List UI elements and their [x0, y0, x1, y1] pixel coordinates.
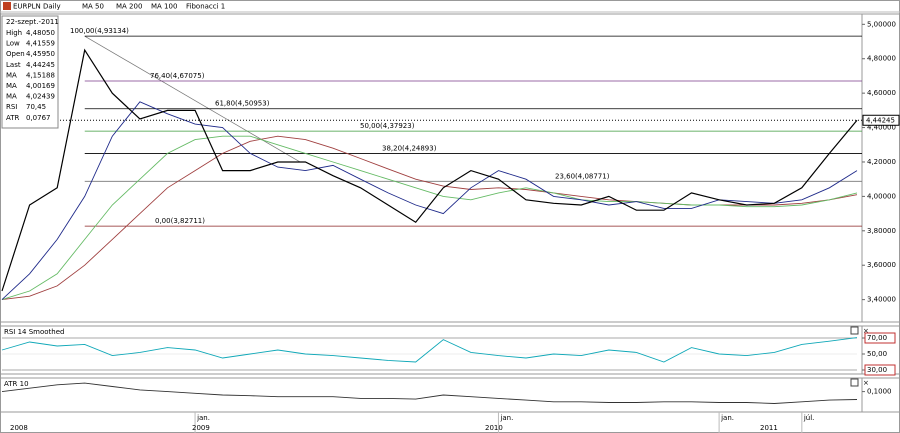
fib-label: 61,80(4,50953) — [215, 100, 270, 108]
info-label: MA — [6, 82, 17, 90]
series-line — [1, 382, 858, 404]
series-line — [1, 337, 858, 363]
y-tick-label: 5,00000 — [867, 20, 896, 28]
y-tick-label: 4,80000 — [867, 55, 896, 63]
info-value: 4,00169 — [26, 82, 55, 90]
panel-close[interactable]: × — [863, 327, 869, 335]
year-label: 2009 — [192, 424, 210, 432]
indicator-ma100[interactable]: MA 100 — [151, 3, 177, 11]
x-tick-label: júl. — [803, 414, 815, 422]
series-line — [1, 135, 858, 301]
y-tick-label: 4,20000 — [867, 158, 896, 166]
y-tick-label: 3,80000 — [867, 227, 896, 235]
rsi-level-box — [864, 332, 896, 344]
x-tick-label: jan. — [720, 414, 734, 422]
info-value: 70,45 — [26, 103, 46, 111]
panel-button[interactable] — [850, 378, 859, 387]
y-tick-label: 3,40000 — [867, 296, 896, 304]
fib-label: 100,00(4,93134) — [70, 27, 129, 35]
info-label: High — [6, 29, 22, 37]
series-line — [1, 48, 858, 292]
instrument-name[interactable]: EURPLN Daily — [13, 3, 61, 11]
x-tick-label: jan. — [196, 414, 210, 422]
info-box-bg — [1, 15, 59, 129]
rsi-level-box — [864, 364, 896, 376]
info-value: 4,45950 — [26, 50, 55, 58]
year-label: 2010 — [485, 424, 503, 432]
fib-label: 23,60(4,08771) — [555, 172, 610, 180]
y-tick-label: 3,60000 — [867, 261, 896, 269]
panel-button[interactable] — [850, 326, 859, 335]
info-value: 4,48050 — [26, 29, 55, 37]
y-tick-label: 50,00 — [867, 350, 887, 358]
info-label: Low — [6, 40, 20, 48]
y-tick-label: 4,40000 — [867, 124, 896, 132]
fib-label: 0,00(3,82711) — [155, 217, 205, 225]
last-price-label: 4,44245 — [866, 116, 895, 124]
indicator-ma200[interactable]: MA 200 — [116, 3, 142, 11]
info-label: Last — [6, 61, 21, 69]
fib-label: 50,00(4,37923) — [360, 122, 415, 130]
year-label: 2008 — [10, 424, 28, 432]
info-value: 4,41559 — [26, 40, 55, 48]
info-label: ATR — [6, 114, 20, 122]
last-price-box — [862, 114, 900, 126]
info-value: 4,15188 — [26, 71, 55, 79]
instrument-icon — [3, 2, 11, 10]
info-label: MA — [6, 71, 17, 79]
info-label: Open — [6, 50, 25, 58]
info-value: 4,02439 — [26, 93, 55, 101]
panel-title: RSI 14 Smoothed — [4, 328, 65, 336]
y-tick-label: 30,00 — [867, 366, 887, 374]
info-box: 22-szept.-2011 High 4,48050 Low 4,41559Open… — [1, 15, 59, 129]
year-label: 2011 — [760, 424, 778, 432]
info-date: 22-szept.-2011 — [6, 18, 59, 26]
x-tick-label: jan. — [499, 414, 513, 422]
panel-title: ATR 10 — [4, 380, 29, 388]
indicator-fib[interactable]: Fibonacci 1 — [186, 3, 225, 11]
y-tick-label: 0,1000 — [867, 388, 892, 396]
info-label: MA — [6, 93, 17, 101]
fib-label: 76,40(4,67075) — [150, 72, 205, 80]
y-tick-label: 4,00000 — [867, 192, 896, 200]
fib-label: 38,20(4,24893) — [382, 145, 437, 153]
y-tick-label: 4,60000 — [867, 89, 896, 97]
info-value: 4,44245 — [26, 61, 55, 69]
series-line — [1, 101, 858, 300]
y-tick-label: 70,00 — [867, 334, 887, 342]
info-value: 0,0767 — [26, 114, 51, 122]
info-label: RSI — [6, 103, 17, 111]
indicator-ma50[interactable]: MA 50 — [82, 3, 104, 11]
panel-close[interactable]: × — [863, 379, 869, 387]
